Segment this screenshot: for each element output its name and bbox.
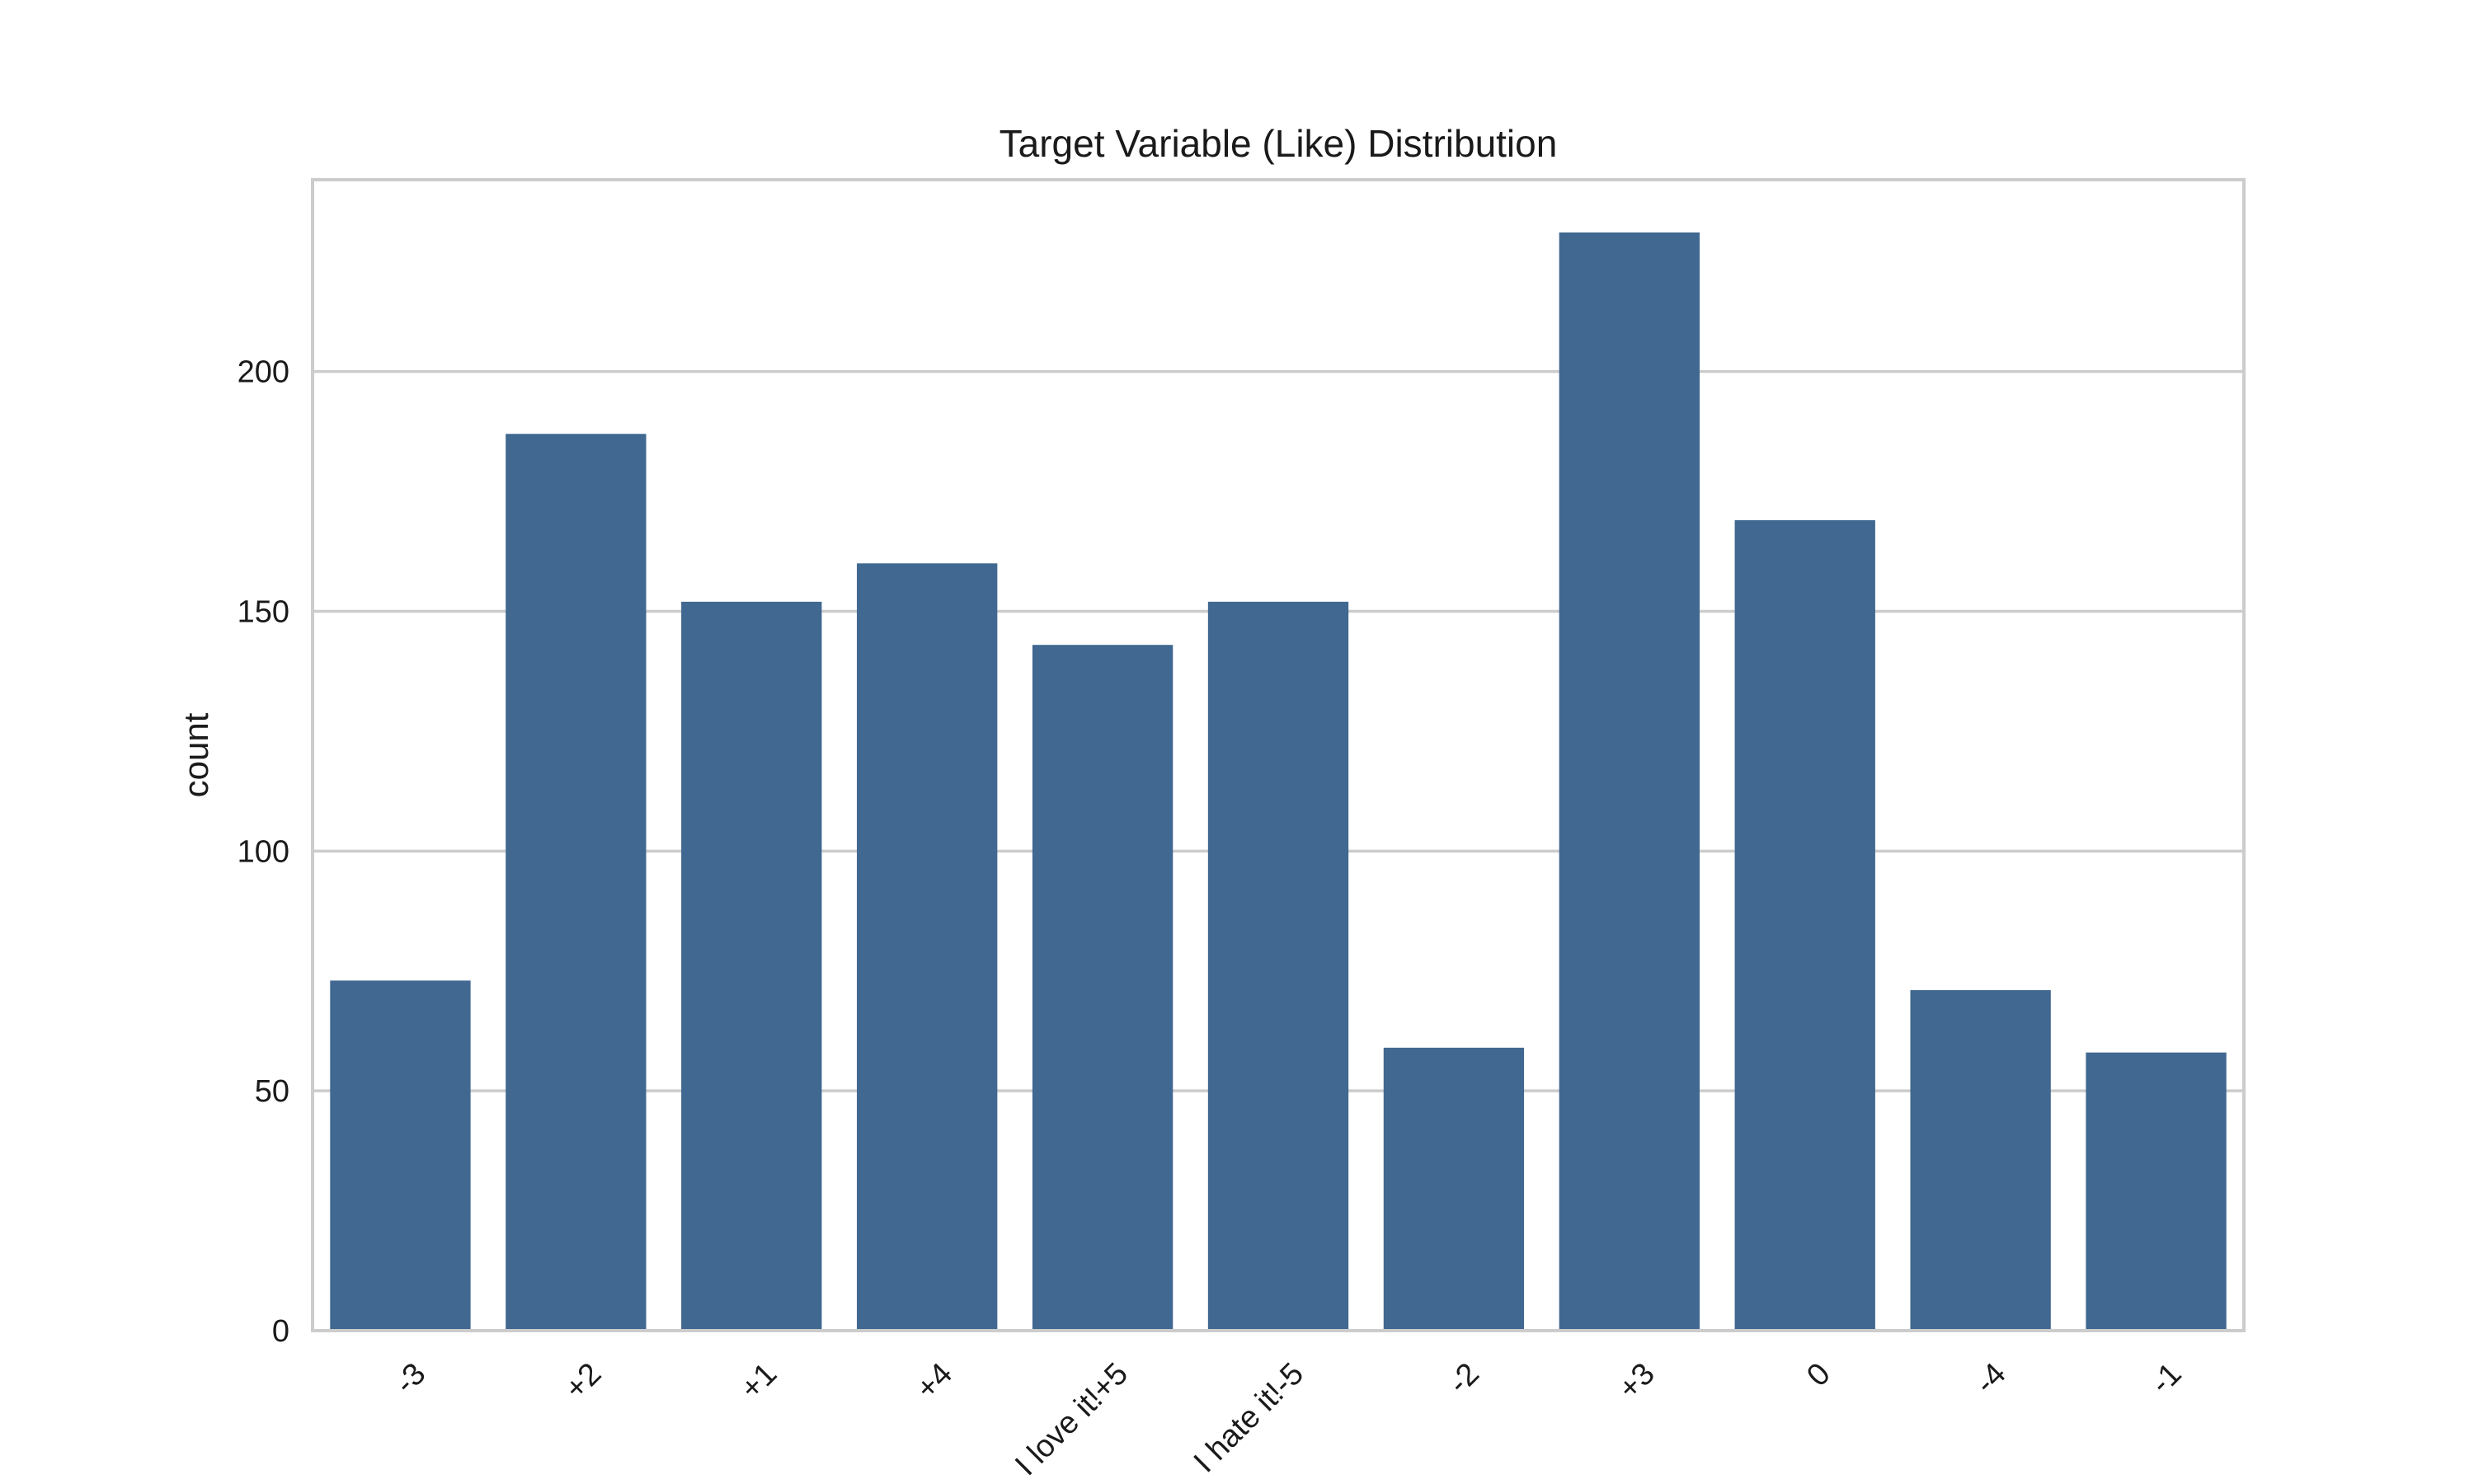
y-tick-labels: 0 50 100 150 200 <box>238 355 289 1349</box>
y-tick-label: 150 <box>238 595 289 630</box>
bar <box>857 563 998 1331</box>
plot-frame <box>311 178 2246 1332</box>
y-tick-label: 50 <box>255 1074 289 1109</box>
y-axis-title: count <box>176 712 215 797</box>
bar <box>1207 601 1349 1331</box>
bar <box>1032 645 1174 1331</box>
bar <box>1559 232 1700 1331</box>
y-tick-label: 200 <box>238 355 289 390</box>
bar <box>2086 1052 2227 1331</box>
y-tick-label: 100 <box>238 834 289 869</box>
bar <box>330 980 471 1331</box>
bar <box>506 434 647 1331</box>
bars <box>330 232 2227 1331</box>
bar <box>1383 1047 1525 1331</box>
bar <box>1734 519 1875 1331</box>
chart-title: Target Variable (Like) Distribution <box>999 122 1558 165</box>
y-tick-label: 0 <box>272 1314 289 1349</box>
bar <box>681 601 822 1331</box>
bar <box>1910 990 2051 1331</box>
